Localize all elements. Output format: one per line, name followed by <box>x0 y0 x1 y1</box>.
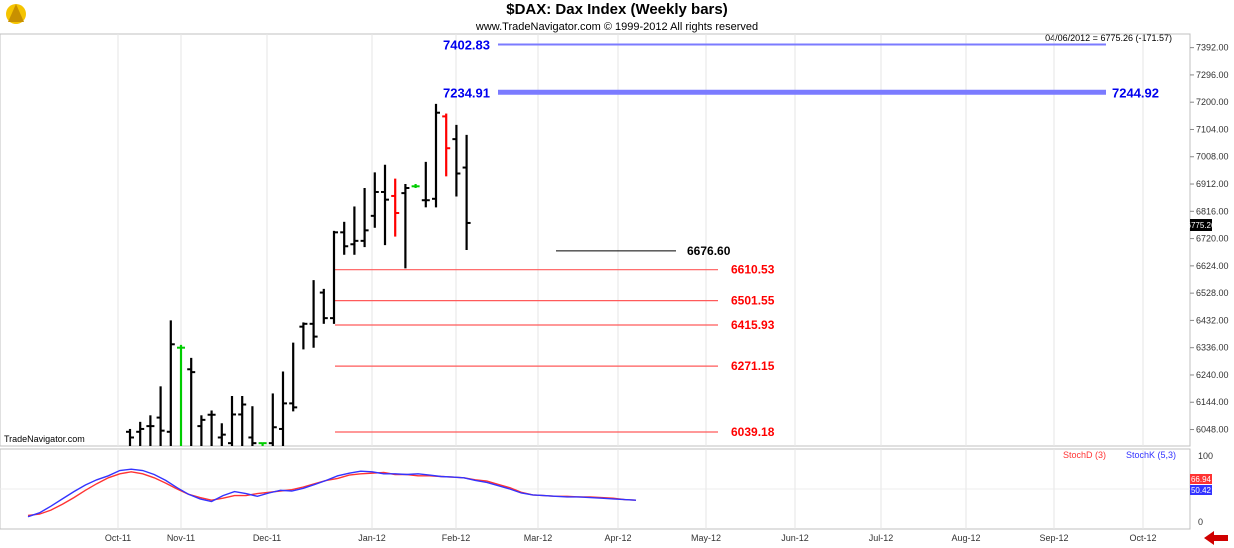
price-panel <box>0 33 1191 447</box>
vertical-gridlines <box>117 34 1144 529</box>
fib-label: 6501.55 <box>731 294 775 308</box>
y-tick-label: 6240.00 <box>1196 370 1229 380</box>
stoch-k-legend: StochK (5,3) <box>1126 450 1176 460</box>
y-tick-label: 7104.00 <box>1196 124 1229 134</box>
svg-text:50.42: 50.42 <box>1191 486 1212 495</box>
stoch-d-value-tag: 66.94 <box>1190 474 1212 484</box>
target-levels: 7402.83 7234.91 7244.92 <box>443 38 1159 101</box>
y-tick-label: 6816.00 <box>1196 206 1229 216</box>
fib-label: 6039.18 <box>731 425 775 439</box>
fib-label: 6271.15 <box>731 359 775 373</box>
price-info: 04/06/2012 = 6775.26 (-171.57) <box>1045 33 1172 43</box>
stoch-y-tick-label: 100 <box>1198 451 1213 461</box>
x-tick-label: Sep-12 <box>1039 533 1068 543</box>
x-tick-label: Dec-11 <box>253 533 281 543</box>
stoch-lines <box>27 468 637 518</box>
y-tick-label: 6336.00 <box>1196 343 1229 353</box>
y-tick-label: 7392.00 <box>1196 43 1229 53</box>
y-tick-label: 6912.00 <box>1196 179 1229 189</box>
x-tick-label: Oct-12 <box>1129 533 1156 543</box>
target-left-label: 7234.91 <box>443 85 490 100</box>
y-tick-label: 6432.00 <box>1196 315 1229 325</box>
stoch-y-tick-label: 0 <box>1198 517 1203 527</box>
x-tick-label: Oct-11 <box>105 533 131 543</box>
y-tick-label: 7296.00 <box>1196 70 1229 80</box>
stoch-axis: 100500 <box>0 451 1213 527</box>
x-tick-label: Aug-12 <box>951 533 980 543</box>
y-tick-label: 6624.00 <box>1196 261 1229 271</box>
y-tick-label: 7008.00 <box>1196 152 1229 162</box>
last-price-tag: 6775.26 <box>1187 219 1216 231</box>
price-bars <box>126 103 471 446</box>
y-tick-label: 6048.00 <box>1196 425 1229 435</box>
y-tick-label: 6720.00 <box>1196 234 1229 244</box>
x-tick-label: May-12 <box>691 533 721 543</box>
scroll-right-arrow-icon[interactable] <box>1200 530 1230 546</box>
watermark: TradeNavigator.com <box>4 434 85 444</box>
y-tick-label: 7200.00 <box>1196 97 1229 107</box>
svg-text:66.94: 66.94 <box>1191 475 1212 484</box>
x-tick-label: Nov-11 <box>167 533 195 543</box>
x-tick-label: Mar-12 <box>524 533 553 543</box>
stoch-d-legend: StochD (3) <box>1063 450 1106 460</box>
x-axis: Oct-11 Nov-11 Dec-11 Jan-12 Feb-12 Mar-12 Apr-… <box>105 533 1157 543</box>
x-tick-label: Jan-12 <box>358 533 386 543</box>
fib-label: 6610.53 <box>731 263 775 277</box>
support-label: 6676.60 <box>687 244 731 258</box>
y-tick-label: 6528.00 <box>1196 288 1229 298</box>
price-axis: 7392.00 7296.00 7200.00 7104.00 7008.00 6912.… <box>1190 43 1229 435</box>
chart-title: $DAX: Dax Index (Weekly bars) <box>506 1 727 18</box>
stoch-k-value-tag: 50.42 <box>1190 485 1212 495</box>
x-tick-label: Feb-12 <box>442 533 471 543</box>
logo-icon <box>6 4 26 24</box>
fib-levels: 6610.53 6501.55 6415.93 6271.15 6039.18 6676.… <box>335 244 775 439</box>
x-tick-label: Jul-12 <box>869 533 894 543</box>
y-tick-label: 6144.00 <box>1196 397 1229 407</box>
x-tick-label: Apr-12 <box>604 533 631 543</box>
svg-text:6775.26: 6775.26 <box>1187 221 1216 230</box>
fib-label: 6415.93 <box>731 318 775 332</box>
stoch-series-line <box>27 468 637 518</box>
target-left-label: 7402.83 <box>443 38 490 53</box>
x-tick-label: Jun-12 <box>781 533 809 543</box>
chart-subtitle: www.TradeNavigator.com © 1999-2012 All r… <box>475 21 758 33</box>
target-right-label: 7244.92 <box>1112 85 1159 100</box>
